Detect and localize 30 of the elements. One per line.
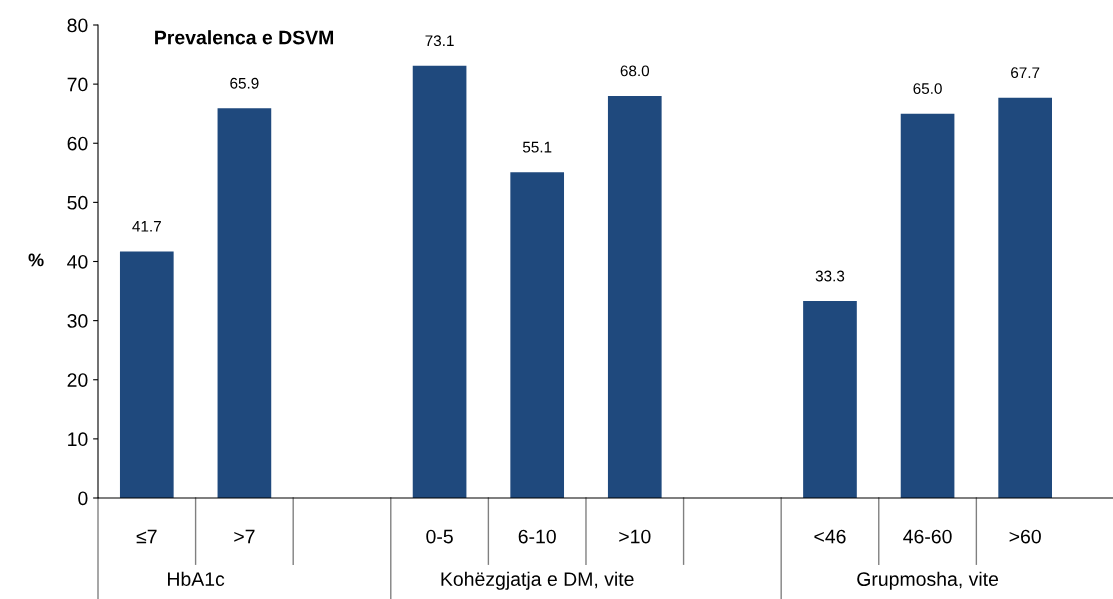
y-tick-label: 60 bbox=[67, 136, 88, 151]
x-tick-label: >7 bbox=[234, 529, 255, 544]
data-label: 33.3 bbox=[815, 270, 845, 282]
y-tick-label: 80 bbox=[67, 18, 88, 33]
x-tick-label: 6-10 bbox=[518, 529, 556, 544]
data-label: 65.0 bbox=[913, 83, 942, 94]
x-tick-label: >60 bbox=[1009, 529, 1041, 544]
y-tick-label: 30 bbox=[67, 314, 88, 328]
text: HbA1c bbox=[168, 571, 225, 586]
text: Kohëzgjatja e DM, vite bbox=[441, 571, 634, 590]
y-tick-label: 50 bbox=[67, 195, 88, 210]
chart-title: Prevalenca e DSVM bbox=[155, 30, 334, 45]
text: Grupmosha, vite bbox=[857, 571, 999, 590]
x-tick-label: >10 bbox=[619, 529, 651, 544]
data-label: 41.7 bbox=[132, 221, 161, 232]
y-axis-title: % bbox=[28, 253, 44, 267]
data-label: 65.9 bbox=[230, 77, 259, 89]
x-tick-label: 46-60 bbox=[903, 529, 952, 544]
data-label: 73.1 bbox=[425, 35, 454, 47]
x-tick-label: ≤7 bbox=[136, 529, 157, 544]
data-label: 68.0 bbox=[620, 65, 650, 77]
y-tick-label: 40 bbox=[67, 254, 88, 269]
y-tick-label: 70 bbox=[67, 77, 88, 92]
data-label: 55.1 bbox=[522, 141, 552, 153]
data-label: 67.7 bbox=[1011, 67, 1040, 79]
x-tick-label: <46 bbox=[814, 529, 846, 544]
x-tick-label: 0-5 bbox=[426, 529, 453, 544]
y-tick-label: 10 bbox=[68, 432, 88, 447]
y-tick-label: 20 bbox=[67, 373, 88, 387]
y-tick-label: 0 bbox=[78, 491, 88, 506]
